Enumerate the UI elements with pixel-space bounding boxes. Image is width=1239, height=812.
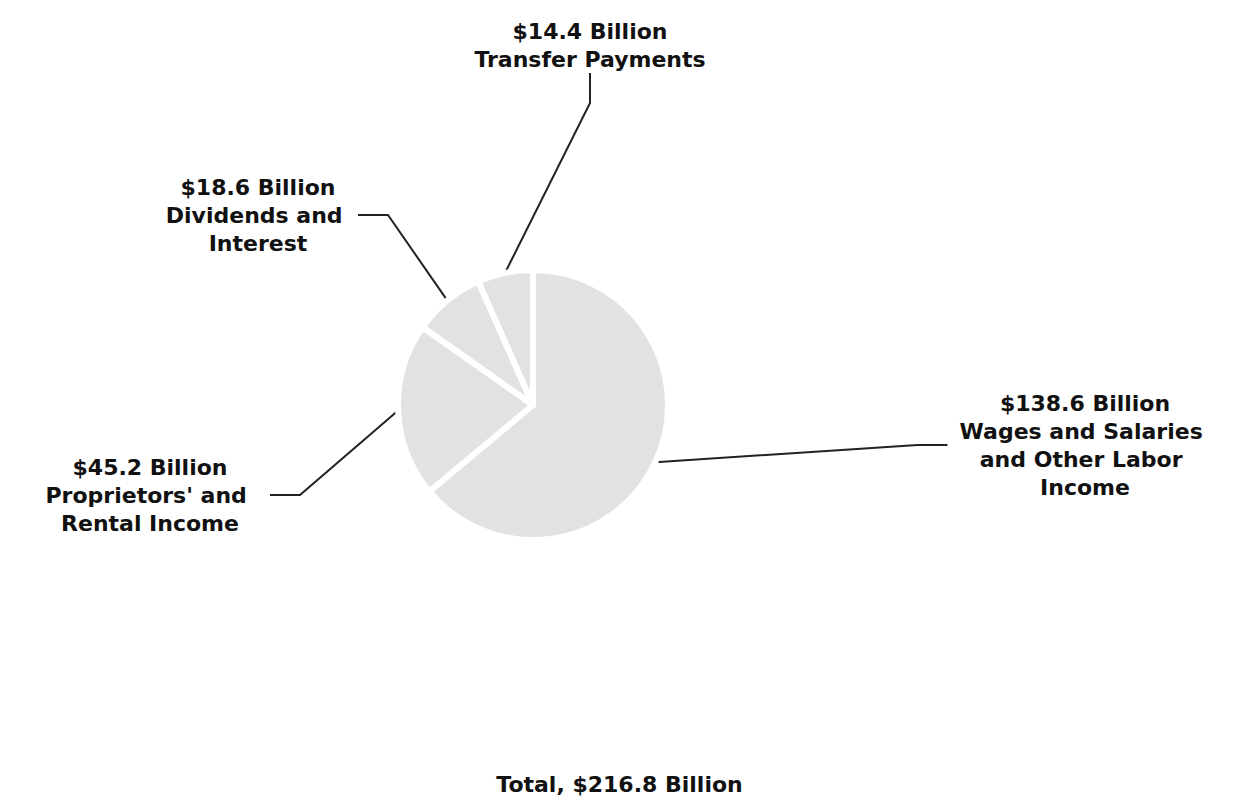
svg-text:Wages and Salaries: Wages and Salaries	[960, 419, 1211, 444]
svg-text:Dividends and: Dividends and	[166, 203, 350, 228]
svg-text:Income: Income	[1040, 475, 1130, 500]
svg-text:$138.6 Billion: $138.6 Billion	[1000, 391, 1170, 416]
svg-text:and Other Labor: and Other Labor	[980, 447, 1190, 472]
svg-text:Rental Income: Rental Income	[61, 511, 239, 536]
svg-text:$18.6 Billion: $18.6 Billion	[181, 175, 336, 200]
svg-text:Interest: Interest	[209, 231, 308, 256]
svg-text:$45.2 Billion: $45.2 Billion	[73, 455, 228, 480]
svg-text:Total, $216.8 Billion: Total, $216.8 Billion	[496, 772, 742, 797]
svg-text:Proprietors' and: Proprietors' and	[45, 483, 254, 508]
svg-text:$14.4 Billion: $14.4 Billion	[513, 19, 668, 44]
svg-text:Transfer Payments: Transfer Payments	[474, 47, 705, 72]
